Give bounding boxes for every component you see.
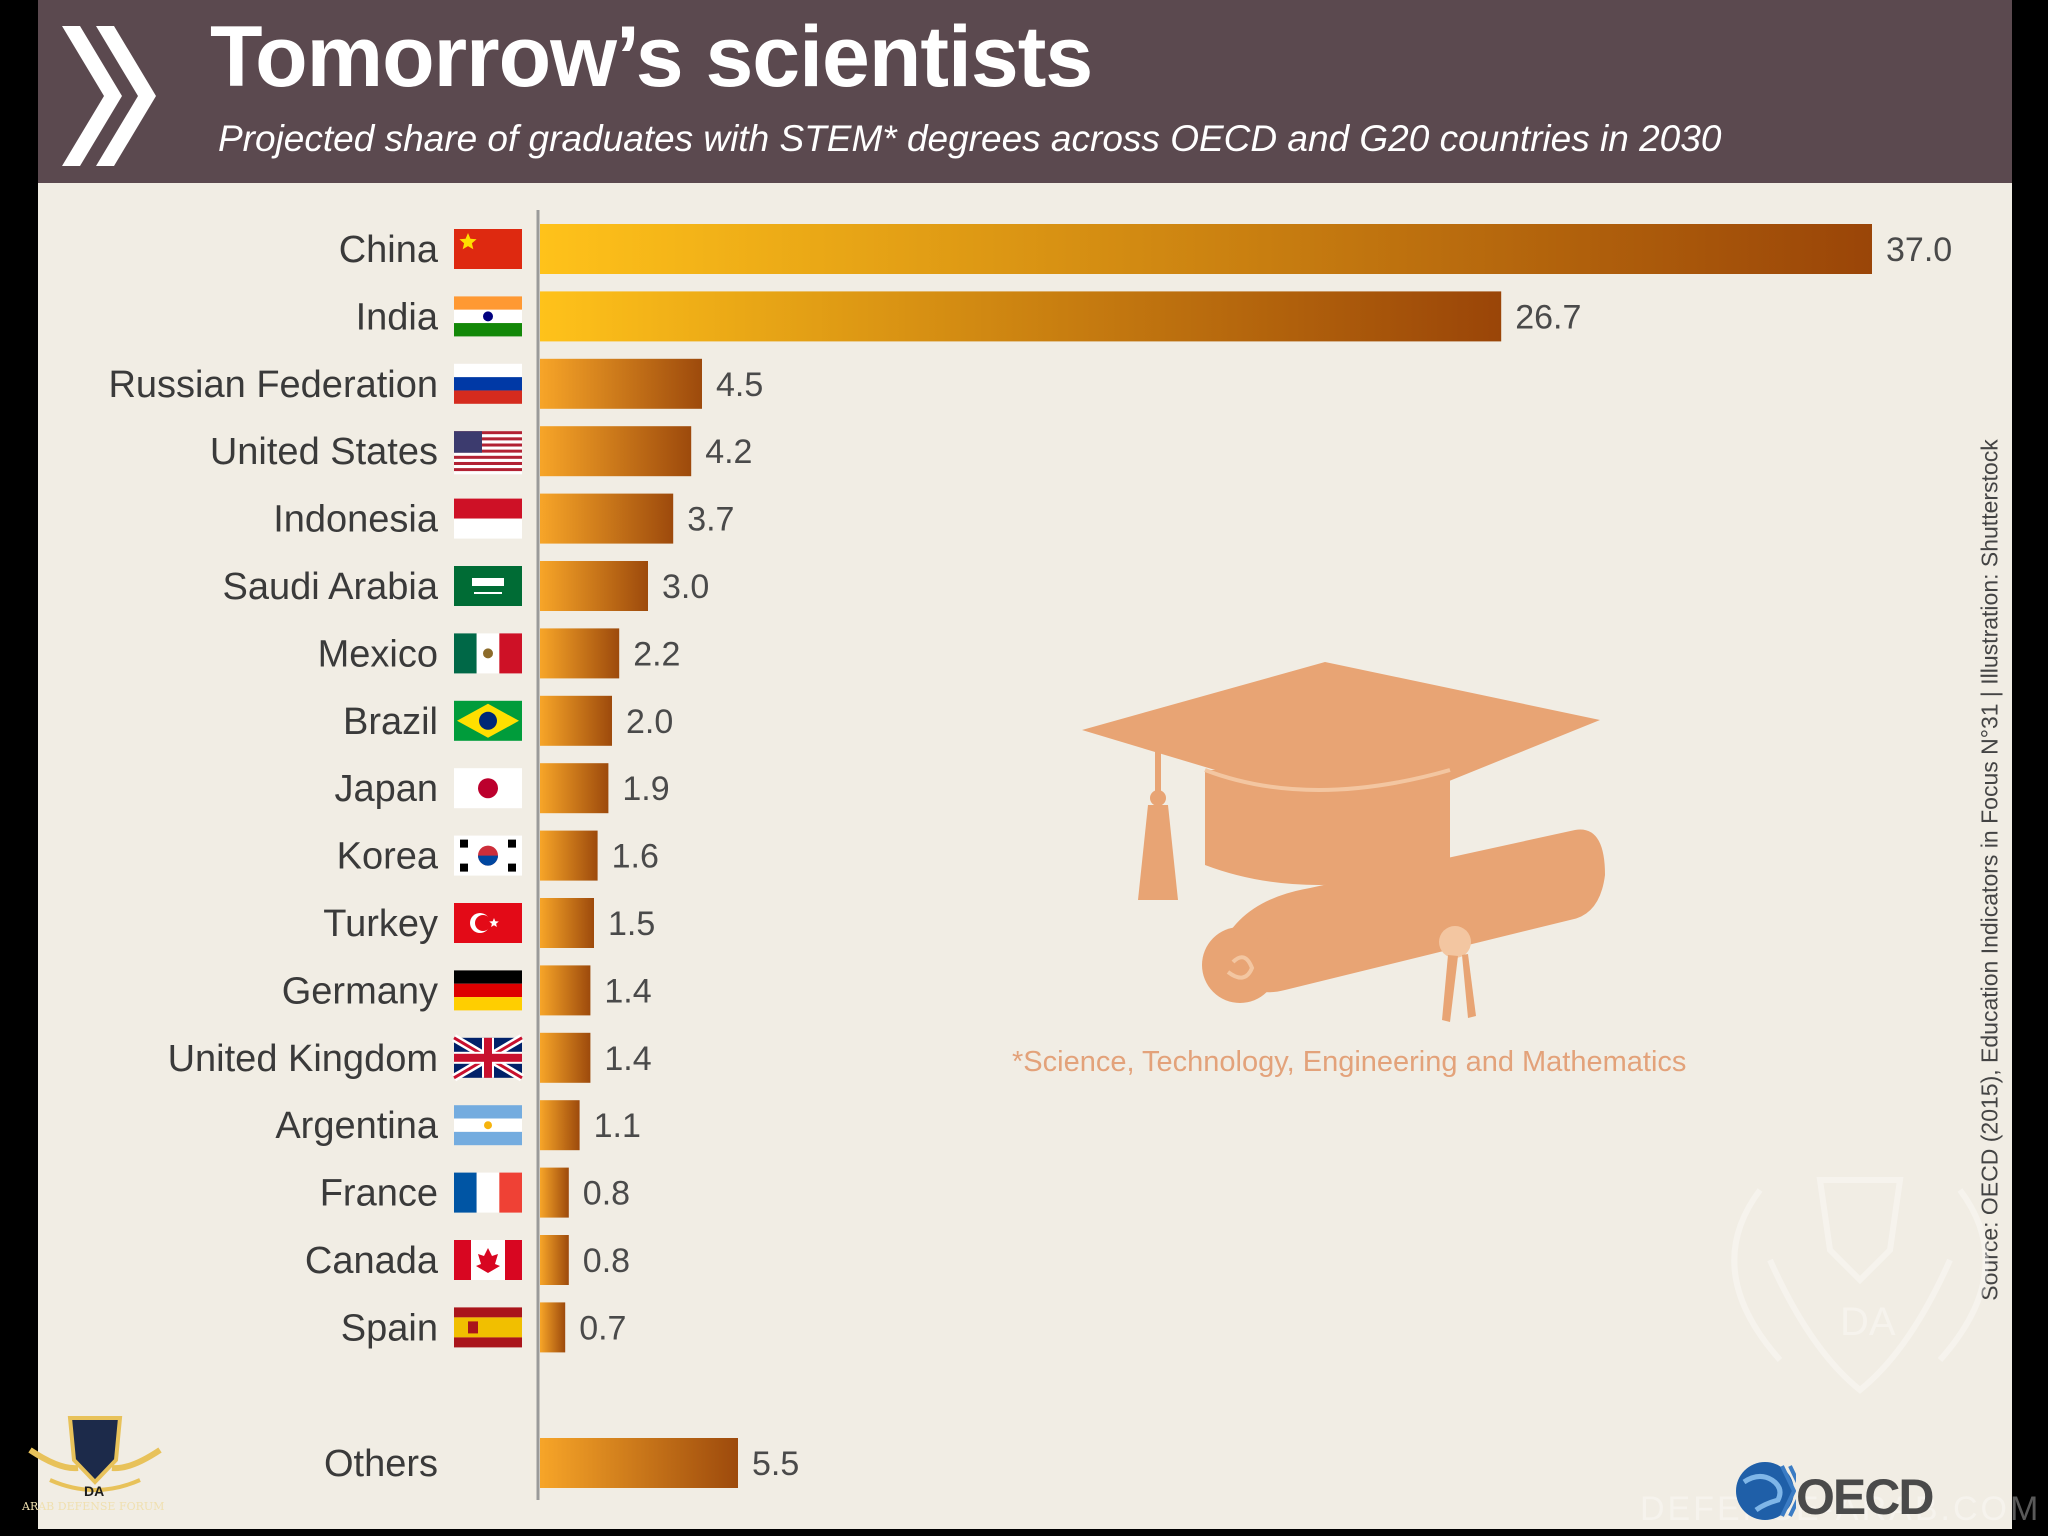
flag-uk-icon (454, 1038, 522, 1078)
bar (540, 965, 590, 1015)
value-label: 2.0 (626, 703, 673, 741)
category-label: Indonesia (273, 499, 439, 541)
bar (540, 763, 608, 813)
category-label: Japan (334, 768, 438, 810)
svg-text:DA: DA (84, 1483, 104, 1499)
category-label: Mexico (318, 633, 438, 675)
bar (540, 628, 619, 678)
value-label: 2.2 (633, 635, 680, 673)
oecd-logo-text: OECD (1796, 1468, 1932, 1526)
category-label: Canada (305, 1240, 439, 1282)
bar (540, 561, 648, 611)
value-label: 5.5 (752, 1445, 799, 1483)
value-label: 1.4 (604, 972, 651, 1010)
flag-china-icon (454, 229, 522, 269)
flag-mexico-icon (454, 633, 522, 673)
value-label: 1.4 (604, 1040, 651, 1078)
value-label: 1.1 (594, 1107, 641, 1145)
bar (540, 1438, 738, 1488)
value-label: 3.7 (687, 501, 734, 539)
bar (540, 696, 612, 746)
flag-france-icon (454, 1173, 522, 1213)
bar (540, 224, 1872, 274)
value-label: 37.0 (1886, 231, 1952, 269)
value-label: 1.9 (622, 770, 669, 808)
bar (540, 831, 598, 881)
category-label: Russian Federation (108, 364, 438, 406)
flag-argentina-icon (454, 1105, 522, 1145)
category-label: Korea (337, 836, 439, 878)
value-label: 1.6 (612, 838, 659, 876)
bar (540, 1033, 590, 1083)
flag-usa-icon (454, 431, 522, 474)
value-label: 26.7 (1515, 298, 1581, 336)
flag-russia-icon (454, 364, 522, 404)
category-label: Argentina (275, 1105, 439, 1147)
category-label: United Kingdom (168, 1038, 438, 1080)
flag-brazil-icon (454, 701, 522, 741)
forum-logo-text: ARAB DEFENSE FORUM (22, 1500, 164, 1513)
value-label: 0.8 (583, 1175, 630, 1213)
bar (540, 898, 594, 948)
value-label: 1.5 (608, 905, 655, 943)
category-label: Brazil (343, 701, 438, 743)
bar (540, 1168, 569, 1218)
flag-germany-icon (454, 970, 522, 1010)
watermark-emblem-icon: DA (1700, 1150, 2030, 1450)
value-label: 0.8 (583, 1242, 630, 1280)
flag-korea-icon (454, 836, 522, 876)
flag-saudi-arabia-icon (454, 566, 522, 606)
category-label: Saudi Arabia (223, 566, 439, 608)
category-label: India (356, 296, 439, 338)
flag-japan-icon (454, 768, 522, 808)
flag-spain-icon (454, 1307, 522, 1347)
category-label: France (320, 1173, 438, 1215)
bar (540, 494, 673, 544)
bar (540, 1100, 580, 1150)
bar (540, 291, 1501, 341)
category-label: United States (210, 431, 438, 473)
svg-text:DA: DA (1840, 1300, 1896, 1344)
bar (540, 359, 702, 409)
category-label: Germany (282, 970, 438, 1012)
flag-india-icon (454, 296, 522, 336)
value-label: 3.0 (662, 568, 709, 606)
category-label: Spain (341, 1307, 438, 1349)
forum-shield-icon: DA (20, 1410, 170, 1500)
value-label: 4.2 (705, 433, 752, 471)
value-label: 0.7 (579, 1309, 626, 1347)
category-label: Others (324, 1443, 438, 1485)
category-label: Turkey (323, 903, 438, 945)
bar (540, 1235, 569, 1285)
flag-turkey-icon (454, 903, 522, 943)
flag-canada-icon (454, 1240, 522, 1280)
globe-icon (1734, 1460, 1796, 1522)
bar (540, 426, 691, 476)
flag-indonesia-icon (454, 499, 522, 539)
category-label: China (339, 229, 439, 271)
value-label: 4.5 (716, 366, 763, 404)
bar (540, 1302, 565, 1352)
